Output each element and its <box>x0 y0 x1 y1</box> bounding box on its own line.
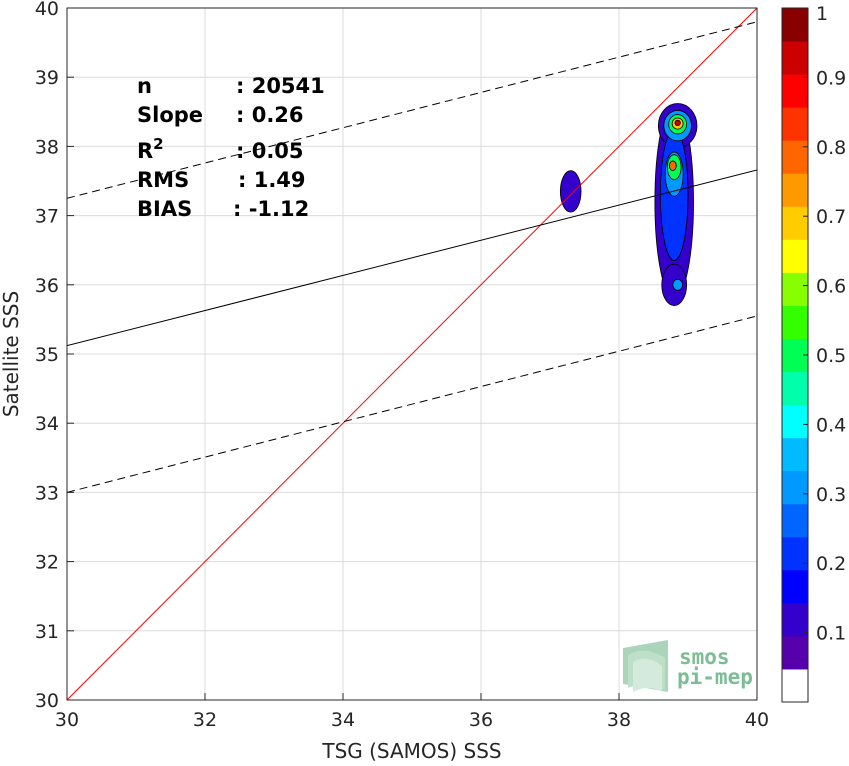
y-tick-label: 30 <box>35 690 59 712</box>
colorbar-segment <box>782 404 808 439</box>
colorbar-ticks: 0.1 0.2 0.3 0.4 0.5 0.6 0.7 0.8 0.9 1 <box>803 3 846 645</box>
colorbar-tick-label: 1 <box>816 3 828 25</box>
lower-bound-line <box>67 315 757 493</box>
colorbar-tick-label: 0.1 <box>816 623 846 645</box>
colorbar-segment <box>782 239 808 273</box>
density-contour <box>672 278 683 291</box>
colorbar-segment <box>782 668 808 703</box>
colorbar-segment <box>782 173 808 207</box>
density-contour <box>674 119 681 127</box>
y-axis-ticks: 30 31 32 33 34 35 36 37 38 39 40 <box>35 0 74 712</box>
colorbar-tick-label: 0.2 <box>816 553 846 575</box>
x-tick-label: 36 <box>469 709 493 731</box>
colorbar-tick-label: 0.5 <box>816 345 846 367</box>
density-contour <box>668 160 677 172</box>
colorbar-segment <box>782 602 808 637</box>
y-axis-label: Satellite SSS <box>0 291 23 417</box>
fit-line <box>67 169 757 347</box>
colorbar-tick-label: 0.9 <box>816 67 846 89</box>
y-tick-label: 33 <box>35 482 59 504</box>
logo-line-2: pi-mep <box>677 665 753 689</box>
y-tick-label: 38 <box>35 136 59 158</box>
stat-label: RMS <box>137 168 189 192</box>
x-tick-label: 38 <box>607 709 631 731</box>
logo-line-1: smos <box>679 645 730 669</box>
colorbar-segment <box>782 140 808 174</box>
colorbar-segment <box>782 470 808 505</box>
density-contours <box>559 103 698 306</box>
y-tick-label: 32 <box>35 552 59 574</box>
y-tick-label: 37 <box>35 206 59 228</box>
colorbar-segment <box>782 503 808 538</box>
colorbar-segment <box>782 536 808 571</box>
x-tick-label: 40 <box>745 709 769 731</box>
colorbar-segment <box>782 569 808 604</box>
stat-label: Slope <box>137 103 203 127</box>
x-axis-ticks: 30 32 34 36 38 40 <box>55 693 769 731</box>
colorbar-segment <box>782 206 808 240</box>
colorbar-segment <box>782 41 808 75</box>
stat-label: n <box>137 74 152 98</box>
stat-value: : -1.12 <box>233 197 309 221</box>
reference-lines <box>67 8 757 700</box>
colorbar-segment <box>782 635 808 670</box>
x-tick-label: 34 <box>331 709 355 731</box>
x-tick-label: 30 <box>55 709 79 731</box>
wave-logo-icon <box>623 640 668 692</box>
y-tick-label: 34 <box>35 413 59 435</box>
one-to-one-line <box>67 8 757 700</box>
colorbar-tick-label: 0.4 <box>816 414 846 436</box>
y-tick-label: 40 <box>35 0 59 20</box>
stat-value: : 1.49 <box>238 168 306 192</box>
y-tick-label: 36 <box>35 275 59 297</box>
stat-value: : 0.26 <box>236 103 304 127</box>
colorbar-segment <box>782 74 808 108</box>
stat-value: : 0.05 <box>236 139 304 163</box>
upper-bound-line <box>67 21 757 199</box>
colorbar-segment <box>782 371 808 406</box>
colorbar-segment <box>782 272 808 306</box>
y-tick-label: 35 <box>35 344 59 366</box>
colorbar-segment <box>782 8 808 42</box>
colorbar-segment <box>782 107 808 141</box>
x-axis-label: TSG (SAMOS) SSS <box>321 739 501 763</box>
density-contour <box>559 170 582 213</box>
colorbar-tick-label: 0.7 <box>816 206 846 228</box>
stat-value: : 20541 <box>236 74 325 98</box>
colorbar-segment <box>782 305 808 339</box>
grid <box>66 7 758 701</box>
colorbar-segment <box>782 437 808 472</box>
stat-label: BIAS <box>137 197 192 221</box>
y-tick-label: 39 <box>35 67 59 89</box>
colorbar <box>781 7 809 703</box>
y-tick-label: 31 <box>35 621 59 643</box>
stat-label: R2 <box>137 135 164 163</box>
statistics-box: n : 20541 Slope : 0.26 R2 : 0.05 RMS : 1.49 BIAS… <box>137 74 325 221</box>
colorbar-tick-label: 0.3 <box>816 484 846 506</box>
smos-pi-mep-logo: smos pi-mep <box>623 640 753 692</box>
colorbar-tick-label: 0.8 <box>816 137 846 159</box>
x-tick-label: 32 <box>193 709 217 731</box>
colorbar-tick-label: 0.6 <box>816 276 846 298</box>
